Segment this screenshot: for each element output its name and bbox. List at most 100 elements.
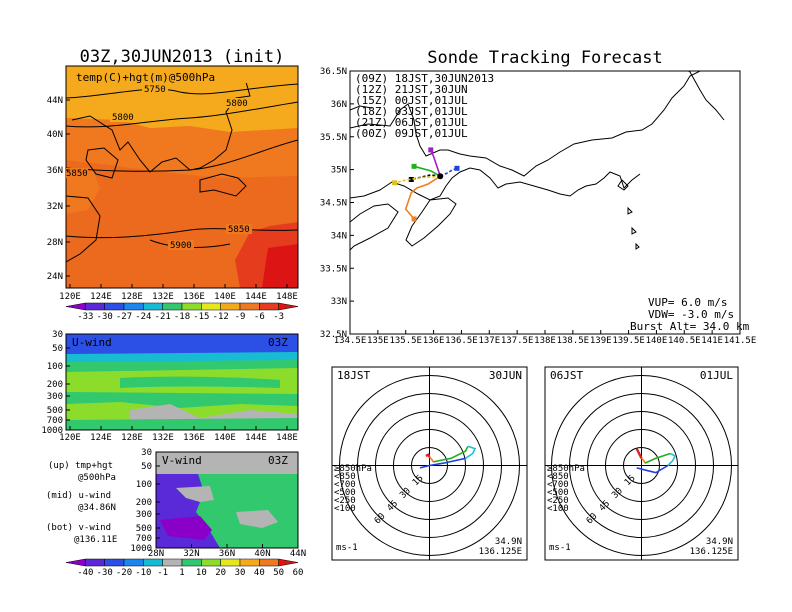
lon-tick-label: 140E <box>646 336 668 346</box>
coast-east <box>687 71 725 121</box>
lon-tick-label: 138.5E <box>557 336 590 346</box>
colorbar-swatch <box>162 558 183 567</box>
lat-tick-label: 36N <box>331 100 347 110</box>
colorbar-label: 10 <box>196 568 207 578</box>
lon-tick-label: 148E <box>276 433 298 443</box>
island-izu-1 <box>617 179 629 191</box>
colorbar-swatch <box>85 558 105 567</box>
colorbar-swatch <box>259 302 279 311</box>
press-tick-label: 30 <box>52 330 63 340</box>
colorbar-label: -30 <box>97 312 113 322</box>
colorbar-label: -27 <box>116 312 132 322</box>
colorbar-swatch <box>143 558 163 567</box>
colorbar-label: -24 <box>135 312 151 322</box>
lat-tick-label: 44N <box>290 549 306 559</box>
coastline-china <box>66 195 101 263</box>
track-line-3 <box>413 165 441 177</box>
contour-label-0: 5750 <box>144 85 166 95</box>
map-label: temp(C)+hgt(m)@500hPa <box>76 71 215 84</box>
colorbar-label: -18 <box>174 312 190 322</box>
press-tick-label: 500 <box>136 524 152 534</box>
temp-field-hottest <box>262 244 298 288</box>
hodograph-time: 18JST <box>337 369 370 382</box>
lon-tick-label: 148E <box>276 292 298 302</box>
hodograph-trace-2 <box>432 445 469 463</box>
hodograph-legend-item: ≥850hPa <box>334 464 372 474</box>
hodograph-unit: ms-1 <box>549 543 571 553</box>
lon-tick-label: 140.5E <box>668 336 701 346</box>
hodograph-lat: 34.9N <box>495 537 522 547</box>
vwind-violet <box>160 516 212 540</box>
lat-tick-label: 36N <box>219 549 235 559</box>
hodograph-lat: 34.9N <box>706 537 733 547</box>
colorbar-swatch <box>201 302 221 311</box>
hodograph-legend-item: <700 <box>334 480 356 490</box>
colorbar-label: -21 <box>155 312 171 322</box>
hodograph-trace-3 <box>667 452 677 467</box>
hodograph-lon: 136.125E <box>479 547 522 557</box>
track-line-1 <box>430 149 442 177</box>
colorbar-label: -30 <box>97 568 113 578</box>
vwind-lat-ticks: 28N 32N 36N 40N 44N <box>148 544 306 559</box>
left-legend: (up) tmp+hgt @500hPa (mid) u-wind @34.86… <box>46 461 117 545</box>
lat-tick-label: 40N <box>254 549 270 559</box>
colorbar-swatch <box>278 302 299 311</box>
lon-tick-label: 141.5E <box>724 336 757 346</box>
colorbar-swatch <box>162 302 183 311</box>
colorbar-label: 50 <box>273 568 284 578</box>
lon-tick-label: 132E <box>152 433 174 443</box>
lat-tick-label: 32N <box>47 202 63 212</box>
temp-map: temp(C)+hgt(m)@500hPa 5750 5800 5800 585… <box>47 65 299 302</box>
vwind-gray-2 <box>236 510 278 528</box>
hodograph-trace-4 <box>636 464 669 474</box>
lat-tick-label: 28N <box>148 549 164 559</box>
lon-tick-label: 144E <box>245 292 267 302</box>
colorbar-swatch <box>143 302 163 311</box>
press-tick-label: 1000 <box>130 544 152 554</box>
colorbar-swatch <box>181 558 202 567</box>
left-title: 03Z,30JUN2013 (init) <box>80 47 285 67</box>
hodograph-legend-item: <850 <box>334 472 356 482</box>
lat-tick-label: 34.5N <box>320 199 347 209</box>
right-title: Sonde Tracking Forecast <box>427 48 662 68</box>
lon-tick-label: 140E <box>214 292 236 302</box>
colorbar-swatch <box>104 558 125 567</box>
wind-colorbar: -40 -30 -20 -10 -1 1 10 20 30 40 50 60 <box>65 558 304 578</box>
legend-mid2: @34.86N <box>78 503 116 513</box>
launch-site-marker <box>437 173 444 180</box>
colorbar-label: 20 <box>215 568 226 578</box>
press-tick-label: 50 <box>52 344 63 354</box>
lon-tick-label: 135E <box>367 336 389 346</box>
press-tick-label: 300 <box>47 392 63 402</box>
contour-label-1: 5800 <box>112 113 134 123</box>
hodograph-date: 30JUN <box>489 369 522 382</box>
uwind-frame <box>65 333 299 431</box>
press-tick-label: 200 <box>47 380 63 390</box>
hodograph-legend-item: <500 <box>334 488 356 498</box>
lon-tick-label: 136E <box>183 292 205 302</box>
launch-legend-item: (09Z) 18JST,30JUN2013 <box>355 72 494 85</box>
colorbar-label: -1 <box>157 568 168 578</box>
coast-honshu-north <box>350 71 701 177</box>
coast-kii <box>405 197 457 247</box>
hodograph-legend-item: <250 <box>334 496 356 506</box>
contour-5800 <box>66 101 298 128</box>
contour-label-4: 5850 <box>228 225 250 235</box>
vup-text: VUP= 6.0 m/s <box>648 296 727 309</box>
press-tick-label: 1000 <box>41 426 63 436</box>
contour-label-5: 5900 <box>170 241 192 251</box>
coast-honshu-south <box>350 167 641 201</box>
hodograph-trace-1 <box>428 456 434 463</box>
uwind-jet-core <box>120 376 280 388</box>
legend-mid: (mid) u-wind <box>46 491 111 501</box>
colorbar-label: 60 <box>293 568 304 578</box>
press-tick-label: 500 <box>47 406 63 416</box>
vwind-time: 03Z <box>268 454 288 467</box>
colorbar-label: -3 <box>273 312 284 322</box>
track-end-marker-3 <box>411 163 417 169</box>
launch-legend-item: (15Z) 00JST,01JUL <box>355 94 468 107</box>
contour-5900 <box>66 228 298 239</box>
